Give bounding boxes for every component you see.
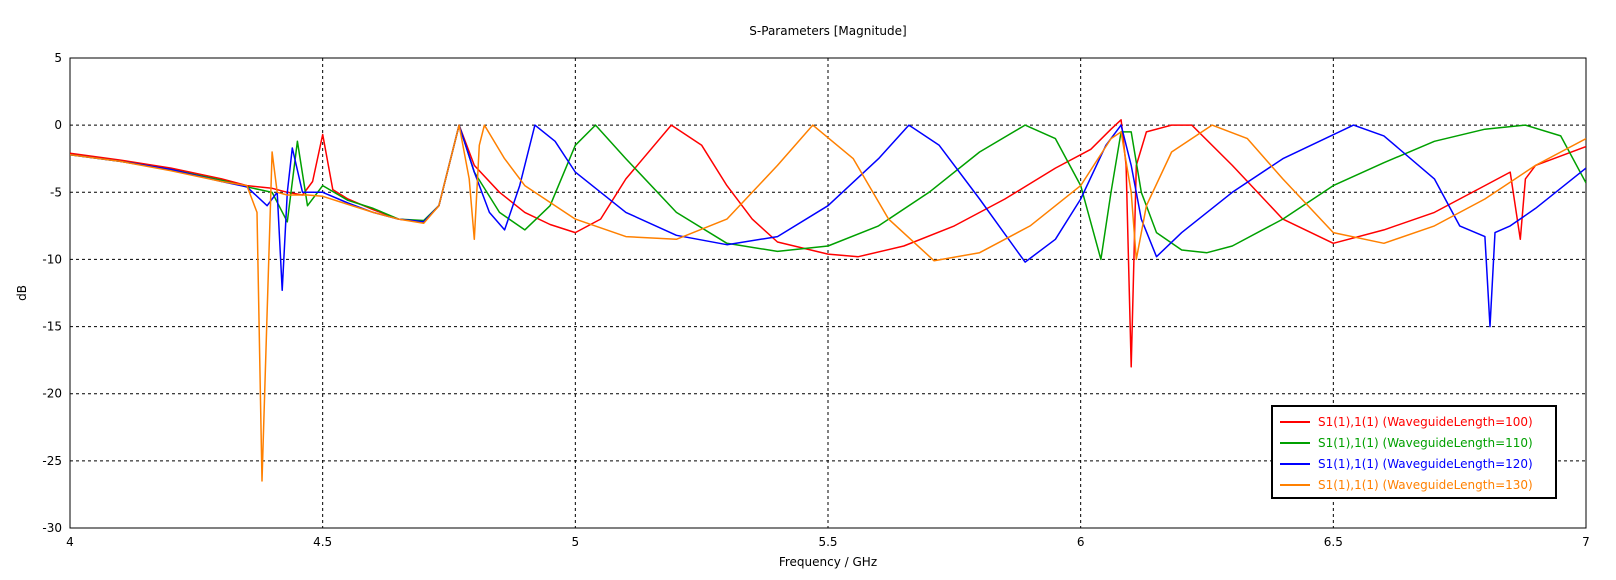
chart-title: S-Parameters [Magnitude] bbox=[749, 24, 906, 38]
x-tick-label: 7 bbox=[1582, 535, 1590, 549]
series-line-2 bbox=[70, 124, 1586, 261]
y-tick-label: -25 bbox=[42, 454, 62, 468]
series-line-3 bbox=[70, 124, 1586, 328]
y-axis-label: dB bbox=[15, 285, 29, 301]
y-tick-label: -5 bbox=[50, 185, 62, 199]
x-tick-label: 4.5 bbox=[313, 535, 332, 549]
plot-border bbox=[69, 57, 1587, 529]
y-axis-ticks: 5 0 -5 -10 -15 -20 -25 -30 bbox=[42, 51, 62, 535]
y-tick-label: 0 bbox=[54, 118, 62, 132]
series-line-4 bbox=[70, 124, 1586, 482]
x-tick-label: 6 bbox=[1077, 535, 1085, 549]
y-tick-label: -30 bbox=[42, 521, 62, 535]
y-tick-label: 5 bbox=[54, 51, 62, 65]
x-axis-label: Frequency / GHz bbox=[779, 555, 877, 569]
legend: S1(1),1(1) (WaveguideLength=100) S1(1),1(… bbox=[1271, 405, 1557, 499]
plot-frame bbox=[69, 57, 1587, 529]
legend-label-2: S1(1),1(1) (WaveguideLength=110) bbox=[1318, 436, 1533, 450]
legend-label-1: S1(1),1(1) (WaveguideLength=100) bbox=[1318, 415, 1533, 429]
x-tick-label: 5.5 bbox=[818, 535, 837, 549]
x-axis-ticks: 4 4.5 5 5.5 6 6.5 7 bbox=[66, 535, 1590, 549]
legend-label-4: S1(1),1(1) (WaveguideLength=130) bbox=[1318, 478, 1533, 492]
y-tick-label: -15 bbox=[42, 320, 62, 334]
series-layer bbox=[70, 119, 1586, 482]
x-tick-label: 4 bbox=[66, 535, 74, 549]
legend-label-3: S1(1),1(1) (WaveguideLength=120) bbox=[1318, 457, 1533, 471]
x-tick-label: 6.5 bbox=[1324, 535, 1343, 549]
y-tick-label: -20 bbox=[42, 387, 62, 401]
legend-box bbox=[1271, 405, 1557, 499]
y-tick-label: -10 bbox=[42, 252, 62, 266]
x-tick-label: 5 bbox=[572, 535, 580, 549]
